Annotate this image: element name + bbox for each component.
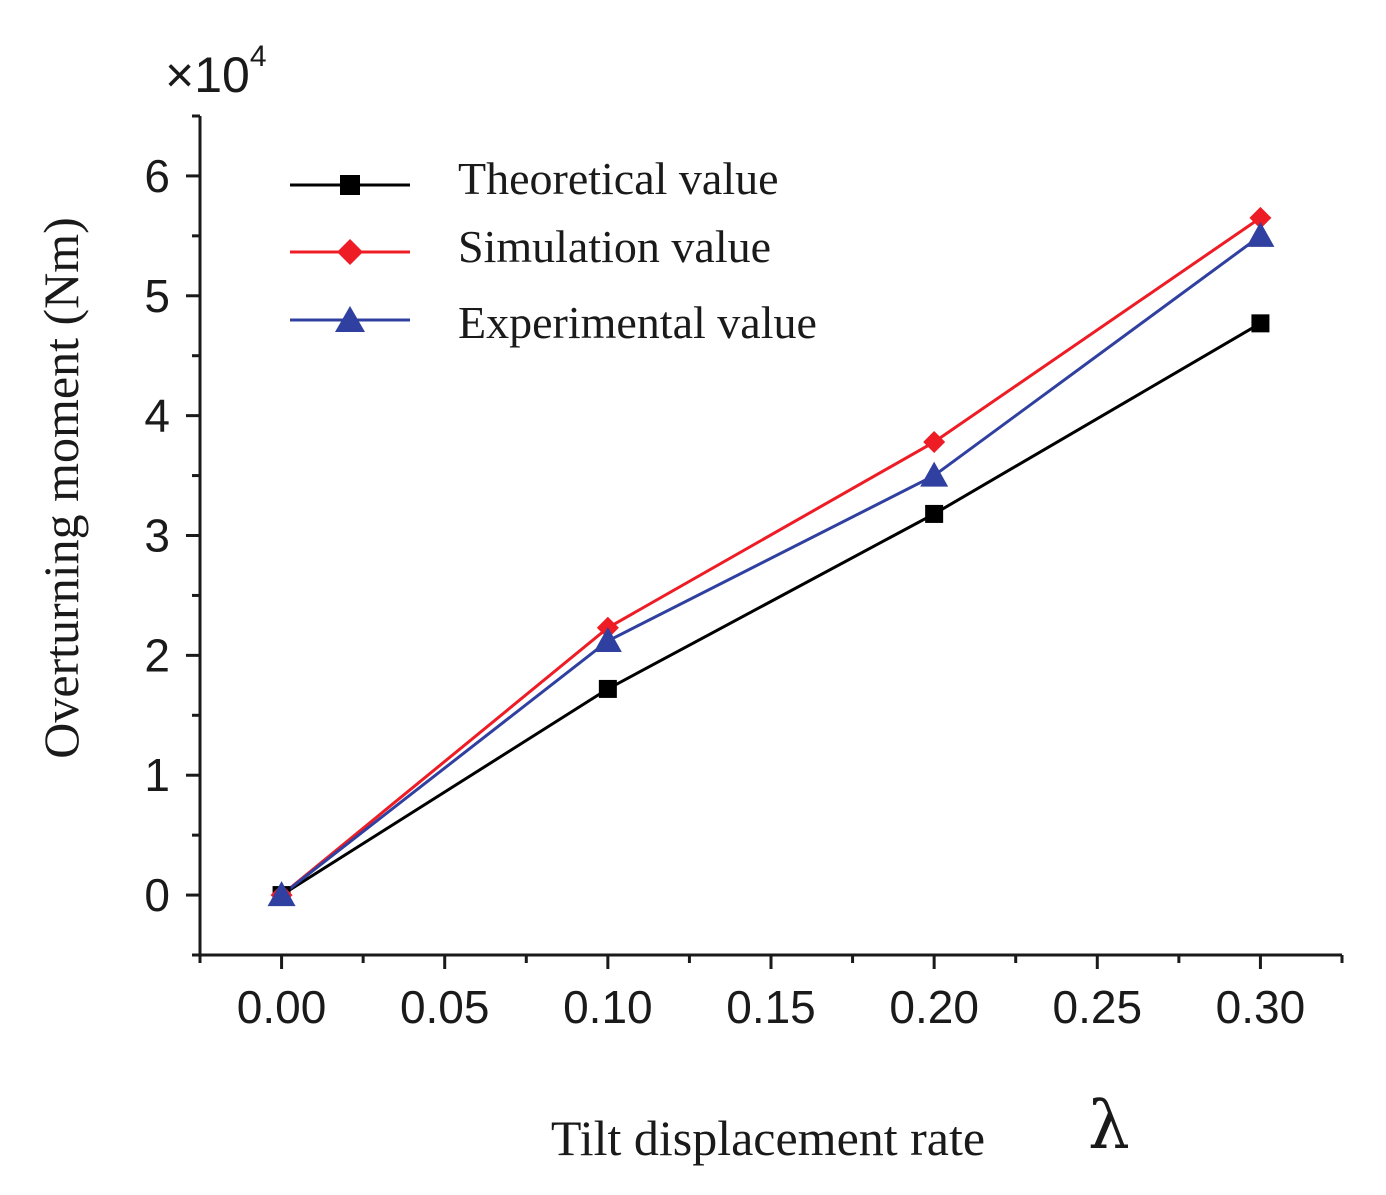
y-tick-label: 5 [144, 270, 170, 322]
x-axis-lambda-symbol: λ [1088, 1087, 1130, 1164]
data-point-0-2 [925, 504, 944, 523]
series-line-1 [280, 216, 1262, 897]
y-ticks: 0 1 2 3 4 5 6 [144, 114, 200, 957]
data-point-2-2 [920, 461, 949, 487]
y-tick-label: 1 [144, 749, 170, 801]
legend-triangle-marker [335, 306, 365, 332]
x-tick-label: 0.00 [237, 981, 327, 1033]
data-point-1-2 [923, 431, 946, 454]
y-tick-label: 4 [144, 390, 170, 442]
data-point-2-0 [267, 881, 296, 907]
data-point-2-1 [593, 626, 622, 652]
x-ticks: 0.00 0.05 0.10 0.15 0.20 0.25 0.30 [198, 955, 1344, 1033]
y-multiplier-label: ×104 [165, 40, 267, 103]
legend-square-marker [340, 175, 360, 195]
legend-label-theoretical: Theoretical value [458, 153, 779, 204]
series-group [267, 206, 1275, 907]
legend-diamond-marker [337, 239, 363, 265]
x-axis-title: Tilt displacement rate [551, 1110, 985, 1166]
x-tick-label: 0.10 [563, 981, 653, 1033]
y-axis-title: Overturning moment (Nm) [33, 217, 89, 759]
y-tick-label: 3 [144, 510, 170, 562]
legend: Theoretical value Simulation value Exper… [290, 153, 817, 348]
x-tick-label: 0.05 [400, 981, 490, 1033]
x-tick-label: 0.30 [1216, 981, 1306, 1033]
data-point-0-3 [1251, 314, 1270, 333]
y-tick-label: 6 [144, 150, 170, 202]
y-tick-label: 0 [144, 869, 170, 921]
series-line-0 [280, 322, 1262, 897]
x-tick-label: 0.15 [726, 981, 816, 1033]
x-tick-label: 0.20 [889, 981, 979, 1033]
data-point-1-3 [1249, 206, 1272, 229]
legend-label-simulation: Simulation value [458, 221, 771, 272]
y-tick-label: 2 [144, 629, 170, 681]
series-line-2 [280, 234, 1262, 897]
legend-label-experimental: Experimental value [458, 297, 817, 348]
data-point-0-1 [598, 679, 617, 698]
x-tick-label: 0.25 [1053, 981, 1143, 1033]
data-point-2-3 [1246, 221, 1275, 247]
